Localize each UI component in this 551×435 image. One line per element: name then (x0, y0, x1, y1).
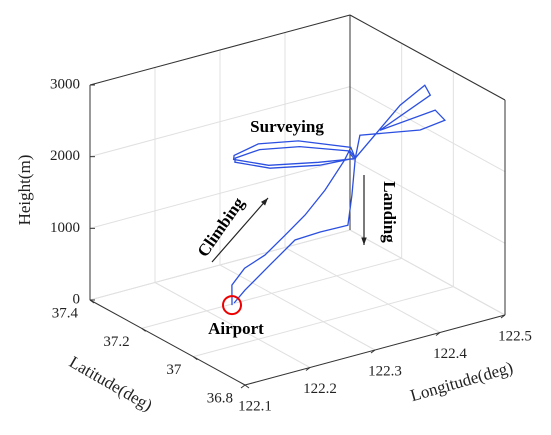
x-tick (500, 314, 506, 319)
y-tick (244, 384, 250, 389)
y-tick-label: 36.8 (207, 390, 233, 406)
y-tick-label: 37.4 (52, 305, 79, 321)
annotation: Climbing (193, 193, 248, 260)
grid-line (349, 157, 506, 244)
grid-line (89, 86, 351, 158)
grid-line (219, 264, 376, 351)
x-axis-label: Longitude(deg) (408, 358, 515, 405)
x-tick (370, 349, 376, 354)
x-tick (305, 367, 311, 371)
grid-line (349, 86, 506, 173)
annotation: Landing (380, 181, 399, 243)
axis-edge (89, 14, 351, 86)
annotation: Surveying (250, 117, 324, 136)
x-tick (435, 332, 441, 336)
grid-line (349, 229, 506, 316)
x-tick-label: 122.3 (368, 363, 402, 379)
trajectory (231, 84, 447, 306)
arrow-head (361, 237, 367, 245)
grid-line (141, 257, 402, 329)
x-tick-label: 122.1 (238, 398, 272, 414)
y-tick-label: 37.2 (103, 334, 129, 350)
y-tick (193, 356, 198, 361)
arrow-head (260, 198, 268, 206)
y-tick-label: 37 (166, 362, 182, 378)
z-tick-label: 0 (73, 291, 81, 307)
grid-line (284, 247, 441, 333)
airport-marker (222, 295, 243, 316)
y-tick (141, 327, 146, 332)
grid-line (89, 229, 351, 301)
x-tick-label: 122.2 (303, 381, 337, 397)
z-tick-label: 2000 (50, 148, 80, 164)
annotation: Airport (208, 319, 264, 338)
y-axis-label: Latitude(deg) (66, 352, 156, 415)
grid-line (154, 282, 311, 368)
x-tick-label: 122.4 (433, 346, 467, 362)
arrow (211, 197, 269, 263)
z-tick-label: 3000 (50, 76, 80, 92)
axis-edge (89, 299, 246, 386)
z-axis-label: Height(m) (15, 155, 34, 226)
grid-line (89, 157, 351, 229)
z-tick-label: 1000 (50, 220, 80, 236)
grid-line (193, 286, 454, 358)
x-tick (240, 384, 246, 389)
x-tick-label: 122.5 (498, 328, 532, 344)
axis-edge (349, 14, 506, 101)
